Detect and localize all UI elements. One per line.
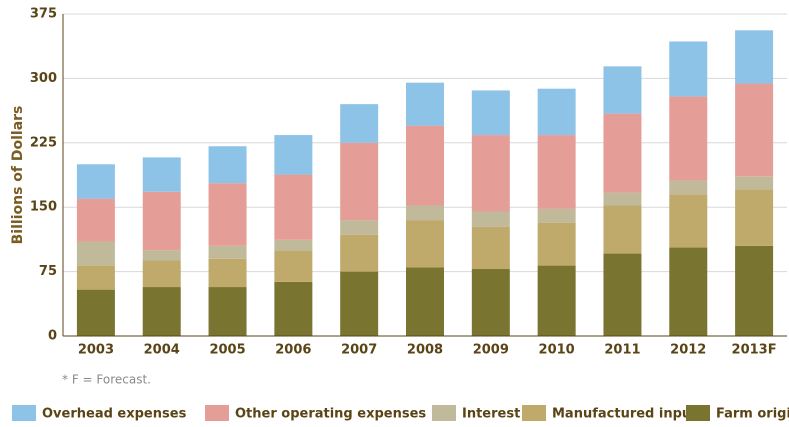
x-tick-label: 2003 [78,343,114,358]
x-tick-label: 2004 [144,343,180,358]
bar-segment [406,267,444,336]
bar-segment [603,66,642,114]
bar-segment [669,41,708,97]
legend-swatch [205,405,229,421]
bar-segment [76,198,115,242]
bar-segment [471,90,510,136]
bar-segment [669,180,708,195]
bar-segment [208,258,247,288]
bar-segment [274,239,313,251]
y-tick-label: 225 [30,135,57,150]
bar-segment [76,241,115,266]
bar-segment [142,157,181,192]
bar-segment [669,96,708,181]
bar-segment [735,30,774,84]
legend-label: Overhead expenses [42,407,187,422]
legend-swatch [12,405,36,421]
bar-segment [406,205,444,221]
bar-segment [142,191,181,251]
bar-segment [208,245,247,259]
legend-swatch [432,405,456,421]
bar-segment [537,135,576,209]
bar-segment [471,211,510,227]
bar-segment [340,271,379,336]
y-tick-label: 375 [30,7,57,22]
bar-segment [340,104,379,143]
x-tick-label: 2012 [670,343,706,358]
bar-segment [340,234,379,272]
bar-segment [471,226,510,270]
y-axis-label: Billions of Dollars [10,106,26,245]
x-tick-label: 2007 [341,343,377,358]
bar-segment [537,88,576,136]
bar-segment [142,287,181,336]
bar-segment [471,135,510,212]
bar-segment [76,289,115,336]
bar-segment [735,245,774,336]
bar-segment [340,220,379,235]
bar-segment [669,194,708,248]
bar-segment [406,125,444,206]
legend-swatch [522,405,546,421]
legend-label: Interest [462,407,520,422]
note: * F = Forecast. [62,373,151,387]
x-tick-label: 2008 [407,343,443,358]
bar-segment [603,113,642,193]
x-tick-label: 2011 [604,343,640,358]
bar-segment [735,176,774,190]
y-tick-label: 75 [39,264,57,279]
bar-segment [340,142,379,221]
x-tick-label: 2009 [473,343,509,358]
bar-segment [274,281,313,336]
bar-segment [142,260,181,288]
x-tick-label: 2010 [539,343,575,358]
bar-segment [669,247,708,336]
legend-label: Other operating expenses [235,407,426,422]
y-tick-label: 0 [48,329,57,344]
bar-segment [274,135,313,175]
bar-segment [603,192,642,206]
legend-swatch [686,405,710,421]
y-tick-label: 150 [30,200,57,215]
bar-segment [603,253,642,336]
bar-segment [76,164,115,199]
x-tick-label: 2013F [732,343,777,358]
legend-label: Manufactured inputs [552,407,705,422]
bar-segment [208,183,247,246]
bar-segment [735,189,774,246]
bar-segment [471,269,510,336]
bar-segment [208,287,247,336]
bar-segment [76,265,115,290]
x-tick-label: 2005 [209,343,245,358]
bar-segment [406,82,444,126]
x-tick-label: 2006 [275,343,311,358]
bar-segment [274,250,313,282]
bar-segment [537,208,576,223]
bar-segment [603,205,642,254]
legend-label: Farm origin [716,407,789,422]
bar-segment [537,222,576,266]
bar-segment [735,83,774,177]
bar-segment [208,146,247,184]
bar-segment [142,250,181,261]
y-tick-label: 300 [30,71,57,86]
bar-segment [537,265,576,336]
bar-segment [406,220,444,268]
bar-segment [274,174,313,240]
